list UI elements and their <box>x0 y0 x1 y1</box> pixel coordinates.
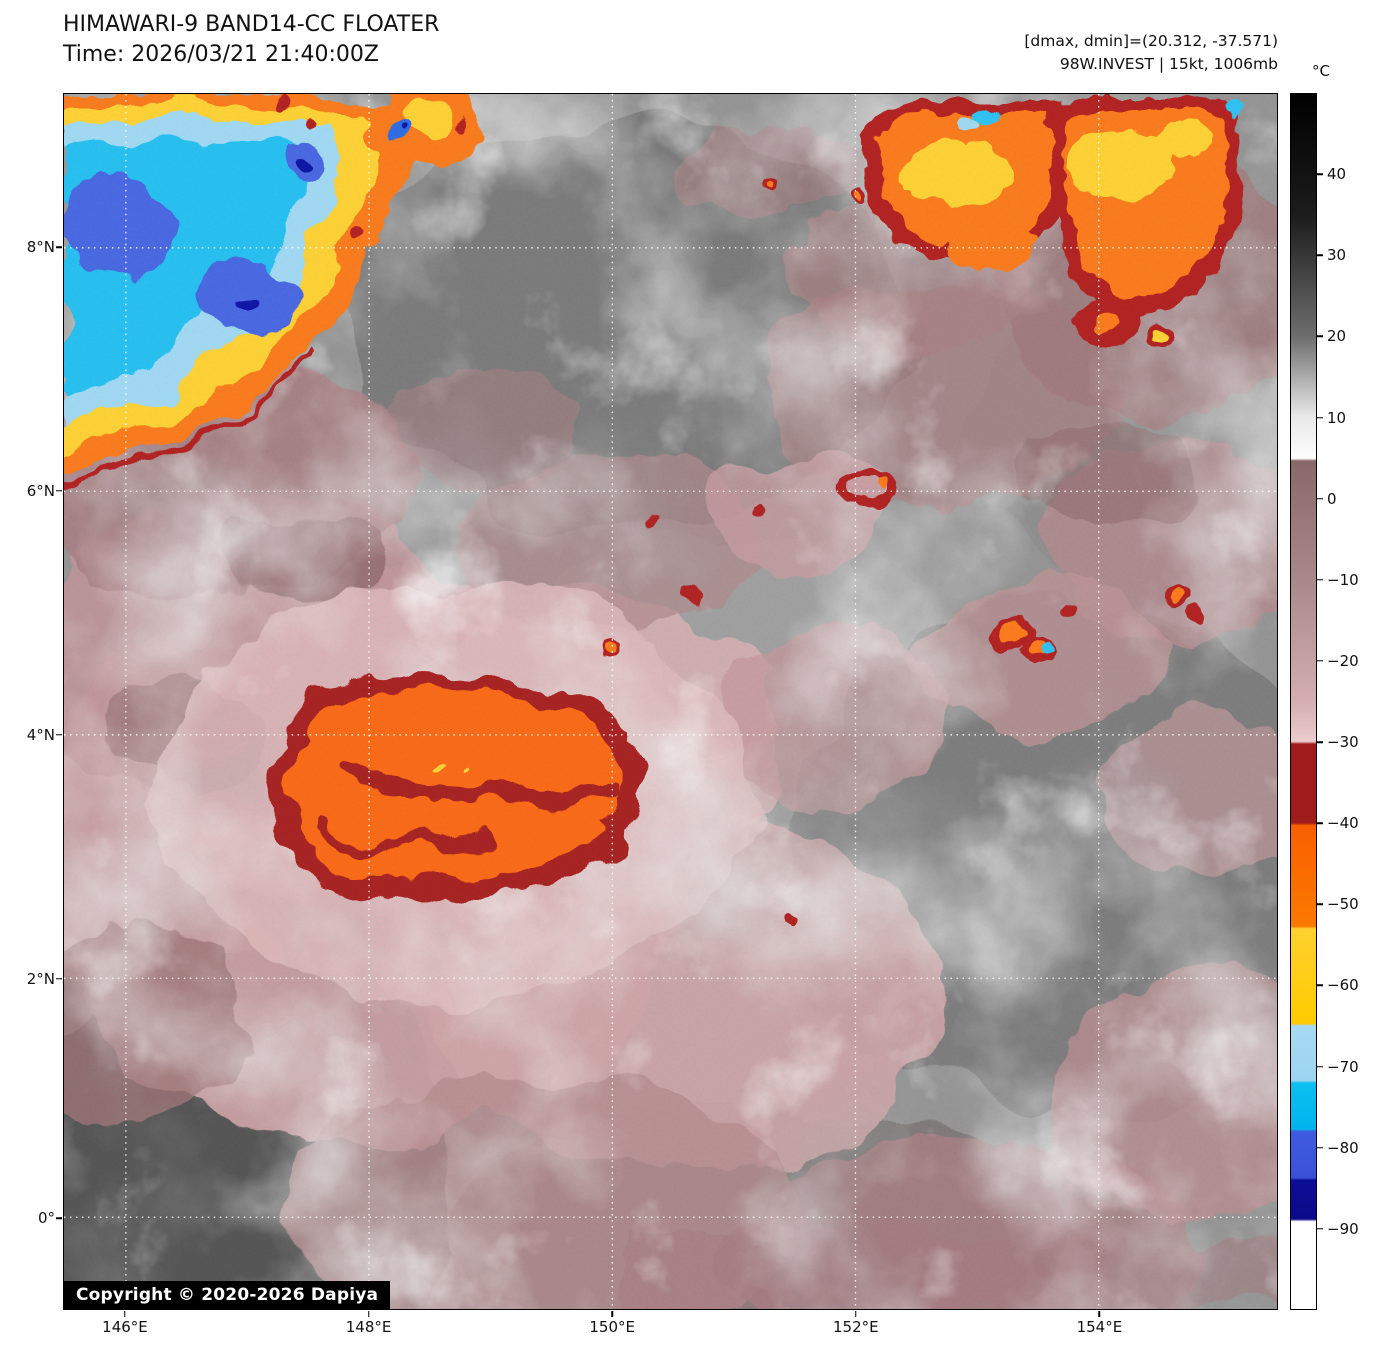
y-axis-tick <box>56 734 62 736</box>
colorbar-tick <box>1316 497 1323 500</box>
colorbar-tick <box>1316 173 1323 175</box>
colorbar-tick-label: −10 <box>1327 570 1359 589</box>
satellite-image <box>64 94 1277 1309</box>
y-axis-tick-label: 0° <box>37 1209 55 1228</box>
colorbar-tick <box>1316 254 1323 256</box>
colorbar-tick-label: 10 <box>1327 408 1347 427</box>
x-axis-tick-label: 152°E <box>832 1318 879 1336</box>
colorbar-tick <box>1316 335 1323 338</box>
colorbar-tick-label: 0 <box>1327 489 1337 508</box>
colorbar <box>1290 93 1317 1310</box>
y-axis-tick-label: 4°N <box>26 725 55 744</box>
colorbar-tick <box>1316 1147 1323 1149</box>
x-axis-tick-label: 148°E <box>345 1318 392 1336</box>
colorbar-tick-label: −20 <box>1327 651 1359 670</box>
y-axis-tick-label: 8°N <box>26 238 55 257</box>
x-axis-tick <box>367 1310 370 1317</box>
colorbar-tick-label: −60 <box>1327 976 1359 995</box>
x-axis-tick <box>1098 1310 1101 1317</box>
x-axis-tick <box>124 1310 126 1317</box>
x-axis-tick <box>611 1310 613 1317</box>
colorbar-tick <box>1316 903 1323 906</box>
colorbar-tick-label: −90 <box>1327 1219 1359 1238</box>
colorbar-tick-label: −30 <box>1327 733 1359 752</box>
colorbar-tick-label: −40 <box>1327 814 1359 833</box>
x-axis-tick-label: 154°E <box>1076 1318 1123 1336</box>
header-info: [dmax, dmin]=(20.312, -37.571) 98W.INVES… <box>1024 30 1278 76</box>
y-axis-tick <box>56 1217 62 1219</box>
dmax-dmin-readout: [dmax, dmin]=(20.312, -37.571) <box>1024 32 1278 50</box>
y-axis-tick-label: 2°N <box>26 969 55 988</box>
colorbar-tick <box>1316 416 1323 419</box>
y-axis-tick <box>56 490 62 492</box>
y-axis-tick <box>56 246 62 248</box>
x-axis-tick <box>855 1310 857 1317</box>
colorbar-tick-label: −80 <box>1327 1138 1359 1157</box>
colorbar-tick <box>1316 579 1323 581</box>
y-axis-tick <box>56 977 62 980</box>
colorbar-tick <box>1316 822 1323 824</box>
y-axis-tick-label: 6°N <box>26 481 55 500</box>
colorbar-tick <box>1316 741 1323 743</box>
colorbar-tick-label: 40 <box>1327 165 1347 184</box>
colorbar-tick-label: 20 <box>1327 327 1347 346</box>
copyright-badge: Copyright © 2020-2026 Dapiya <box>64 1281 391 1309</box>
product-title: HIMAWARI-9 BAND14-CC FLOATER <box>63 12 440 37</box>
colorbar-tick-label: 30 <box>1327 246 1347 265</box>
colorbar-tick <box>1316 984 1323 987</box>
colorbar-unit-label: °C <box>1312 62 1330 80</box>
x-axis-tick-label: 150°E <box>589 1318 635 1336</box>
product-time: Time: 2026/03/21 21:40:00Z <box>63 42 379 67</box>
latlon-gridlines <box>64 94 1277 1309</box>
colorbar-tick <box>1316 1065 1323 1068</box>
storm-info-readout: 98W.INVEST | 15kt, 1006mb <box>1059 55 1278 73</box>
satellite-map: Copyright © 2020-2026 Dapiya <box>63 93 1278 1310</box>
colorbar-tick-label: −50 <box>1327 895 1359 914</box>
colorbar-tick <box>1316 660 1323 662</box>
x-axis-tick-label: 146°E <box>102 1318 148 1336</box>
colorbar-tick-label: −70 <box>1327 1057 1359 1076</box>
colorbar-tick <box>1316 1228 1323 1230</box>
